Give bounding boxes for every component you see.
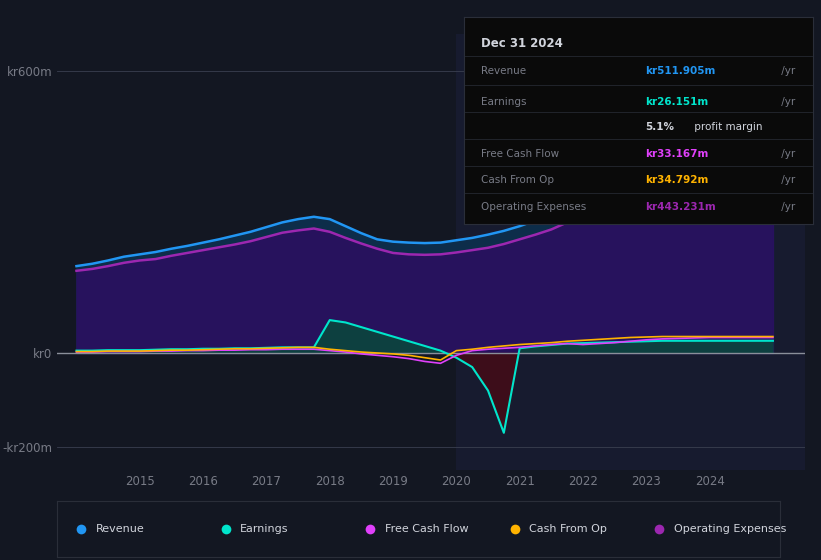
Text: Revenue: Revenue <box>481 66 526 76</box>
Text: Operating Expenses: Operating Expenses <box>481 202 586 212</box>
Text: /yr: /yr <box>778 97 796 107</box>
Text: Free Cash Flow: Free Cash Flow <box>481 148 559 158</box>
Text: /yr: /yr <box>778 148 796 158</box>
Text: kr26.151m: kr26.151m <box>645 97 709 107</box>
Text: Cash From Op: Cash From Op <box>530 524 607 534</box>
Bar <box>456 34 805 470</box>
Text: profit margin: profit margin <box>690 122 762 132</box>
Text: Dec 31 2024: Dec 31 2024 <box>481 37 563 50</box>
Text: Earnings: Earnings <box>481 97 527 107</box>
Text: /yr: /yr <box>778 66 796 76</box>
Text: Cash From Op: Cash From Op <box>481 175 554 185</box>
Text: Free Cash Flow: Free Cash Flow <box>385 524 468 534</box>
Text: kr33.167m: kr33.167m <box>645 148 709 158</box>
Text: kr511.905m: kr511.905m <box>645 66 716 76</box>
Text: Operating Expenses: Operating Expenses <box>674 524 787 534</box>
Text: /yr: /yr <box>778 202 796 212</box>
Text: 5.1%: 5.1% <box>645 122 674 132</box>
Text: kr443.231m: kr443.231m <box>645 202 716 212</box>
Text: Revenue: Revenue <box>96 524 144 534</box>
Text: kr34.792m: kr34.792m <box>645 175 709 185</box>
Text: /yr: /yr <box>778 175 796 185</box>
Text: Earnings: Earnings <box>241 524 289 534</box>
